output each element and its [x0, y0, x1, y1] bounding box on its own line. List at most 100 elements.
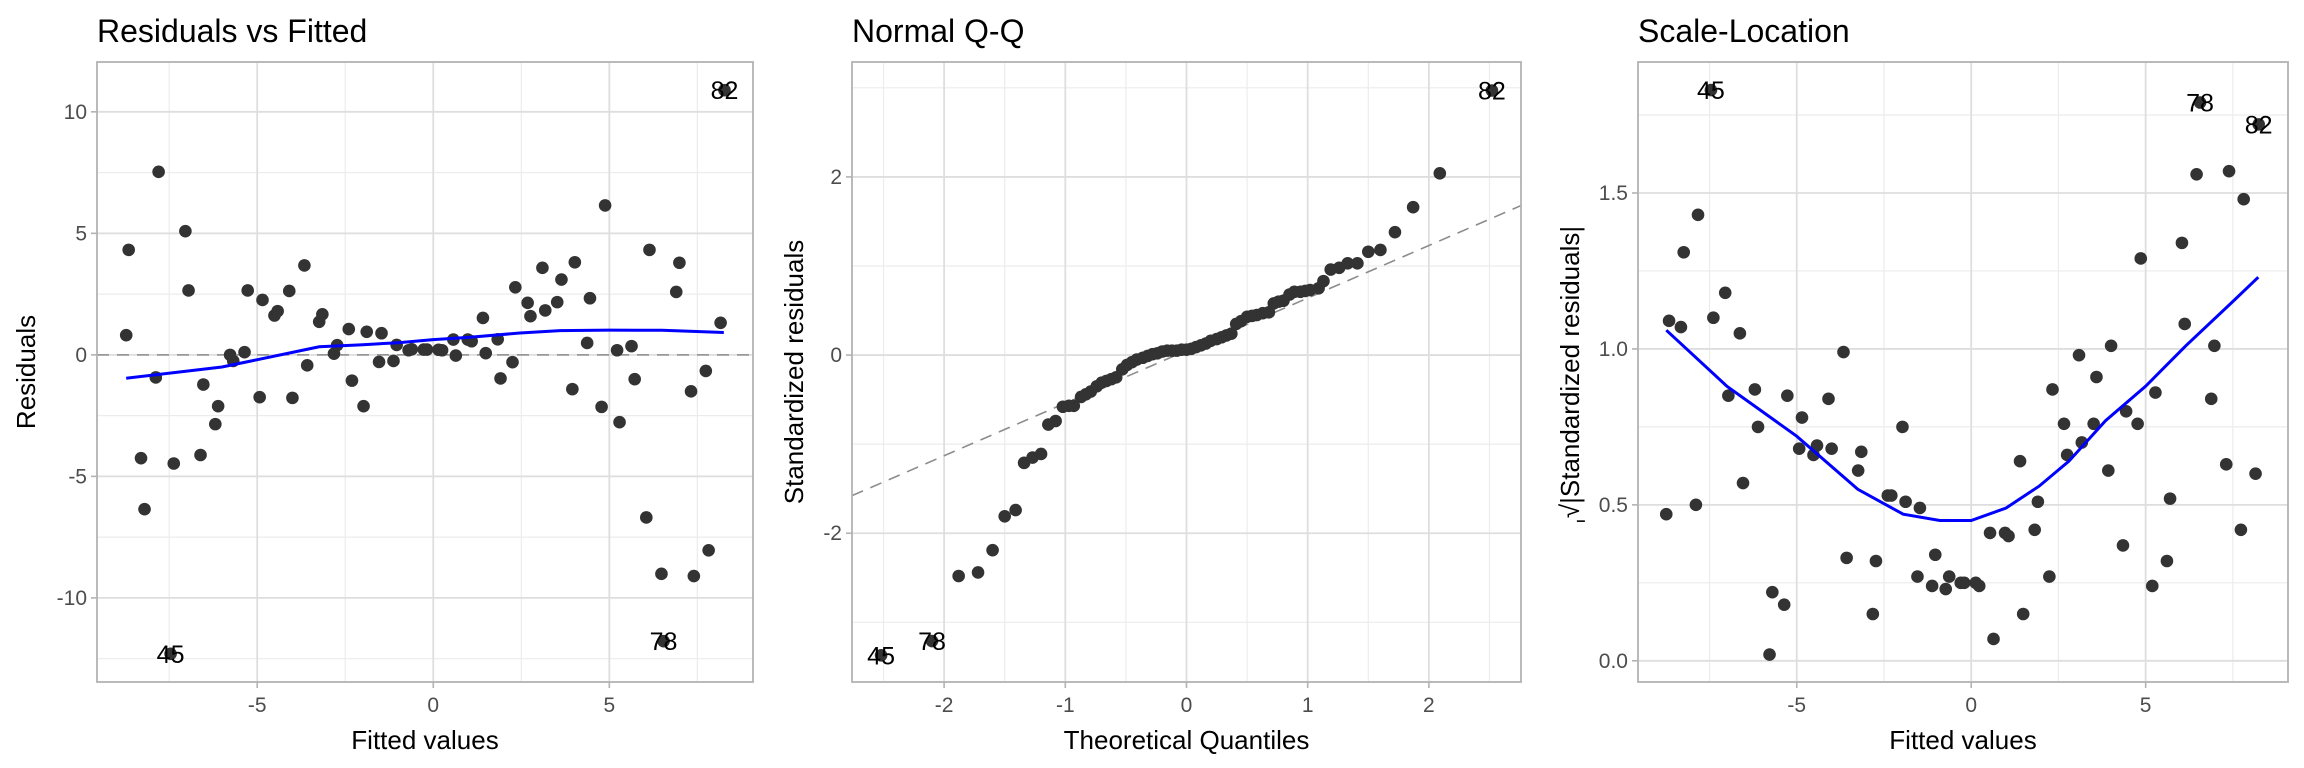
data-point: [253, 390, 266, 404]
data-point: [998, 510, 1012, 523]
y-tick-label: 5: [75, 222, 87, 245]
y-tick-label: 1.0: [1599, 338, 1628, 361]
point-label-45: 45: [867, 642, 895, 670]
data-point: [2190, 167, 2203, 181]
y-axis-title: Residuals: [11, 315, 41, 429]
data-point: [2002, 529, 2015, 543]
data-point: [538, 304, 552, 317]
data-point: [718, 83, 731, 97]
data-point: [476, 311, 490, 325]
data-point: [583, 291, 597, 305]
x-tick-label: -1: [1056, 694, 1075, 717]
data-point: [2175, 236, 2189, 250]
data-point: [1733, 327, 1747, 340]
point-label-82: 82: [711, 77, 739, 105]
data-point: [1987, 632, 2000, 646]
data-point: [1406, 200, 1420, 214]
data-point: [1485, 84, 1499, 97]
panel-scale-location: 45 78 82 -5 0 5 0.0 0.5 1.0 1.5 Scale-Location Fitt…: [1555, 13, 2289, 755]
data-point: [1781, 389, 1794, 403]
y-tick-label: 10: [64, 101, 87, 124]
data-point: [550, 295, 564, 309]
data-point: [1351, 257, 1364, 270]
data-point: [138, 502, 151, 516]
data-point: [1869, 554, 1883, 568]
data-point: [580, 336, 594, 350]
point-label-78: 78: [918, 628, 946, 656]
data-point: [345, 374, 359, 387]
x-tick-label: 0: [1181, 694, 1193, 717]
data-point: [2031, 495, 2045, 509]
data-point: [536, 261, 549, 275]
data-point: [1748, 383, 1762, 396]
data-point: [509, 280, 522, 294]
data-point: [1659, 507, 1673, 521]
data-point: [372, 355, 386, 369]
data-point: [360, 325, 374, 339]
data-point: [1388, 225, 1402, 239]
data-point: [420, 343, 434, 356]
data-point: [952, 569, 965, 583]
data-point: [669, 285, 683, 299]
data-point: [1751, 420, 1765, 434]
data-point: [152, 165, 165, 179]
y-tick-label: 0: [830, 344, 842, 367]
data-point: [566, 382, 579, 396]
data-point: [238, 345, 251, 359]
x-axis-title: Theoretical Quantiles: [1064, 725, 1310, 755]
y-tick-label: 0.5: [1599, 494, 1628, 517]
data-point: [1009, 503, 1022, 517]
data-point: [1766, 585, 1779, 599]
data-point: [2234, 523, 2248, 537]
data-point: [167, 457, 181, 470]
data-point: [1049, 414, 1062, 428]
data-point: [643, 243, 656, 257]
panel-border: [1637, 61, 2289, 683]
data-point: [2193, 96, 2207, 109]
y-tick-label: 2: [830, 166, 842, 189]
data-point: [179, 224, 192, 238]
point-label-78: 78: [650, 628, 678, 656]
chart-title: Normal Q-Q: [852, 13, 1024, 49]
data-point: [2222, 164, 2236, 178]
data-point: [555, 273, 568, 286]
data-point: [2149, 386, 2162, 399]
data-point: [702, 543, 715, 557]
data-point: [1317, 274, 1330, 288]
data-point: [2131, 417, 2144, 431]
data-point: [2237, 192, 2250, 206]
data-point: [194, 448, 207, 462]
data-point: [2013, 454, 2027, 468]
data-point: [2046, 383, 2059, 396]
data-point: [197, 378, 210, 391]
data-point: [122, 243, 135, 257]
data-point: [298, 259, 311, 272]
data-point: [1866, 607, 1880, 621]
data-point: [119, 328, 133, 342]
data-point: [521, 296, 534, 310]
data-point: [435, 343, 449, 357]
data-point: [1034, 447, 1048, 461]
y-tick-label: 0: [75, 344, 87, 367]
data-point: [524, 309, 537, 323]
data-point: [1854, 445, 1868, 459]
data-point: [256, 293, 269, 307]
data-point: [1792, 442, 1806, 456]
data-point: [300, 359, 314, 372]
data-point: [241, 284, 255, 297]
data-point: [874, 648, 888, 662]
data-point: [628, 372, 641, 386]
data-point: [134, 451, 148, 465]
data-point: [568, 255, 582, 269]
data-point: [1707, 311, 1720, 325]
data-point: [1722, 389, 1735, 403]
data-point: [1913, 501, 1927, 515]
data-point: [1822, 392, 1835, 406]
data-point: [2163, 492, 2177, 505]
data-point: [1763, 648, 1776, 661]
data-point: [1972, 579, 1986, 593]
data-point: [595, 400, 608, 414]
data-point: [1837, 345, 1850, 359]
data-point: [1925, 579, 1939, 593]
